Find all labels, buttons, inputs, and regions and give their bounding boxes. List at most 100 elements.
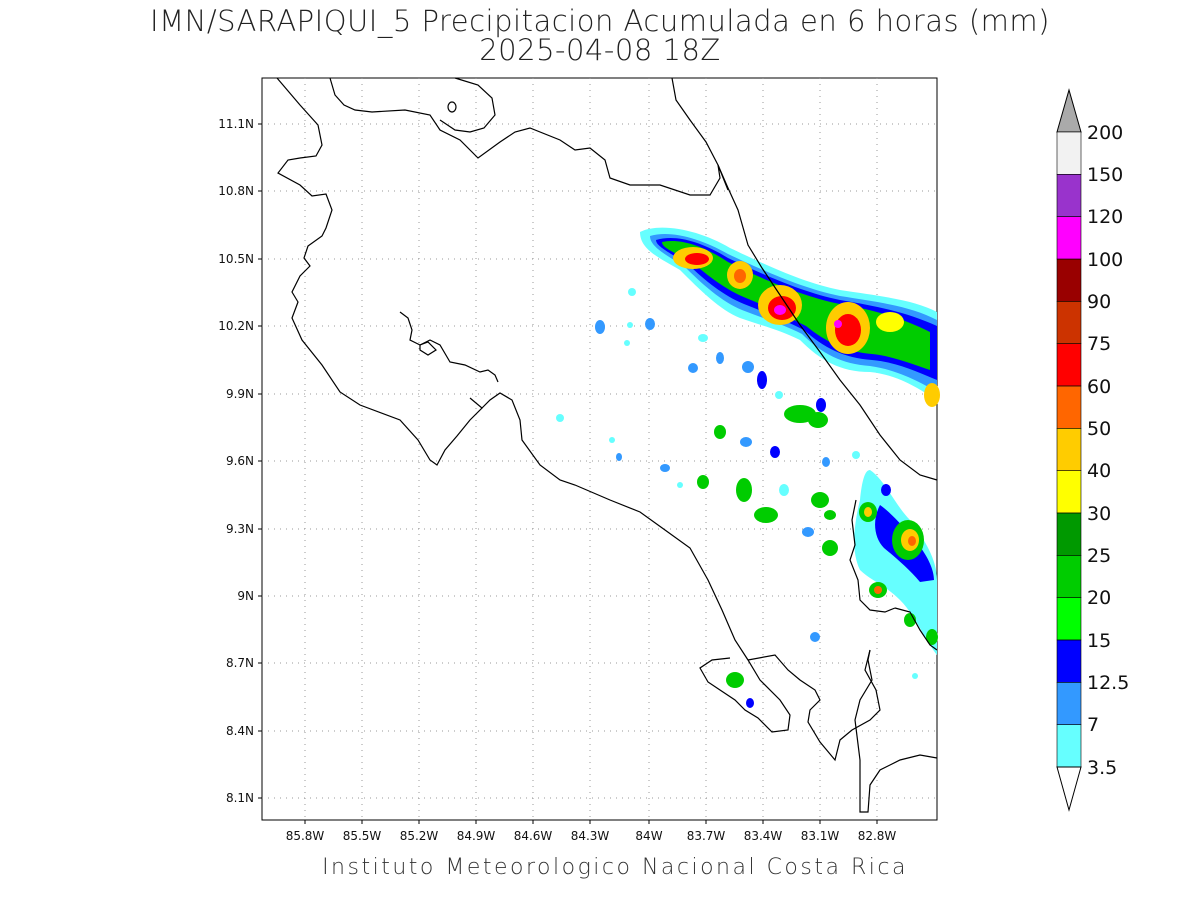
precip-cell — [742, 361, 754, 373]
latitude-labels: 11.1N 10.8N 10.5N 10.2N 9.9N 9.6N 9.3N 9… — [218, 117, 254, 805]
footer-credit: Instituto Meteorologico Nacional Costa R… — [322, 855, 908, 880]
lat-label: 8.4N — [226, 724, 254, 738]
precip-sw-1c — [864, 507, 872, 517]
longitude-labels: 85.8W 85.5W 85.2W 84.9W 84.6W 84.3W 84W … — [286, 829, 897, 843]
lon-label: 83.7W — [687, 829, 726, 843]
lat-label: 10.2N — [218, 319, 254, 333]
lat-label: 11.1N — [218, 117, 254, 131]
coastlines — [276, 77, 938, 813]
precip-cell — [757, 371, 767, 389]
precip-cell — [912, 673, 918, 679]
precip-cell — [784, 405, 816, 423]
colorbar-swatch — [1056, 554, 1082, 598]
lon-label: 85.8W — [286, 829, 325, 843]
precip-cell — [822, 540, 838, 556]
colorbar-swatch — [1056, 385, 1082, 429]
lat-label: 10.5N — [218, 252, 254, 266]
caribbean-coast — [671, 77, 938, 481]
precip-cell — [716, 352, 724, 364]
precip-cell — [736, 478, 752, 502]
lat-label: 8.1N — [226, 791, 254, 805]
colorbar-label: 50 — [1087, 418, 1111, 440]
lon-label: 84.6W — [514, 829, 553, 843]
colorbar-label: 12.5 — [1087, 672, 1129, 694]
island-small — [447, 101, 457, 113]
colorbar-label: 7 — [1087, 714, 1099, 736]
precip-cell — [852, 451, 860, 459]
precip-cell — [697, 475, 709, 489]
colorbar-swatch — [1056, 216, 1082, 260]
colorbar-label: 90 — [1087, 291, 1111, 313]
precip-cell — [627, 322, 633, 328]
precip-core-5 — [876, 312, 904, 332]
map-frame — [261, 77, 938, 821]
nicoya-gulf — [419, 341, 437, 356]
lat-label: 10.8N — [218, 184, 254, 198]
lat-label: 9N — [237, 589, 254, 603]
colorbar-swatch — [1056, 174, 1082, 217]
colorbar-top-arrow — [1056, 88, 1082, 133]
northern-shore — [329, 77, 729, 196]
axis-ticks — [258, 123, 878, 824]
precip-cell — [645, 318, 655, 330]
colorbar-label: 60 — [1087, 376, 1111, 398]
lon-label: 83.1W — [801, 829, 840, 843]
precip-core-6 — [924, 383, 940, 407]
precip-cell — [660, 464, 670, 472]
colorbar-swatch — [1056, 681, 1082, 725]
colorbar-swatch — [1056, 300, 1082, 344]
precip-cell — [746, 698, 754, 708]
pacific-coast — [481, 392, 791, 733]
border-north — [399, 311, 499, 383]
precip-cell — [556, 414, 564, 422]
lake-nicaragua-edge — [439, 77, 496, 133]
precip-cell — [802, 527, 814, 537]
chart-subtitle-date: 2025-04-08 18Z — [479, 33, 721, 67]
colorbar-label: 3.5 — [1087, 757, 1117, 779]
colorbar-label: 150 — [1087, 164, 1123, 186]
precip-core-4-red — [835, 314, 861, 346]
precip-sw-2c — [874, 586, 882, 594]
precip-cell — [698, 334, 708, 342]
colorbar-swatch — [1056, 470, 1082, 514]
lon-label: 85.2W — [400, 829, 439, 843]
lon-label: 83.4W — [744, 829, 783, 843]
precip-sw-4 — [926, 629, 938, 645]
precip-south-core-r — [908, 536, 916, 546]
precip-cell — [714, 425, 726, 439]
precip-cell — [688, 363, 698, 373]
colorbar-label: 30 — [1087, 503, 1111, 525]
precip-cell — [740, 437, 752, 447]
precip-core-1-red — [685, 253, 709, 265]
precip-cell — [779, 484, 789, 496]
colorbar-swatch — [1056, 258, 1082, 302]
precip-cell — [677, 482, 683, 488]
colorbar-label: 25 — [1087, 545, 1111, 567]
colorbar-swatch — [1056, 131, 1082, 175]
panama-coast-south — [854, 649, 938, 813]
precip-cell — [808, 412, 828, 428]
precip-core-4-mag — [834, 320, 842, 328]
colorbar-swatch — [1056, 597, 1082, 641]
colorbar-label: 100 — [1087, 249, 1123, 271]
precip-cell — [775, 391, 783, 399]
lon-label: 84W — [635, 829, 662, 843]
precip-core-5b — [895, 345, 915, 359]
colorbar-swatch — [1056, 512, 1082, 556]
colorbar-label: 200 — [1087, 122, 1123, 144]
colorbar: 200 150 120 100 90 75 60 50 40 30 25 20 … — [1056, 88, 1129, 812]
colorbar-label: 75 — [1087, 333, 1111, 355]
lon-label: 82.8W — [858, 829, 897, 843]
colorbar-label: 40 — [1087, 460, 1111, 482]
precip-cell — [810, 632, 820, 642]
colorbar-label: 120 — [1087, 206, 1123, 228]
precip-cell — [628, 288, 636, 296]
lat-label: 9.6N — [226, 454, 254, 468]
precip-cell — [822, 457, 830, 467]
colorbar-bottom-arrow — [1056, 766, 1082, 812]
chart-title: IMN/SARAPIQUI_5 Precipitacion Acumulada … — [150, 4, 1050, 38]
colorbar-label: 20 — [1087, 587, 1111, 609]
precip-core-3-mag — [774, 305, 786, 315]
precip-cell — [726, 672, 744, 688]
